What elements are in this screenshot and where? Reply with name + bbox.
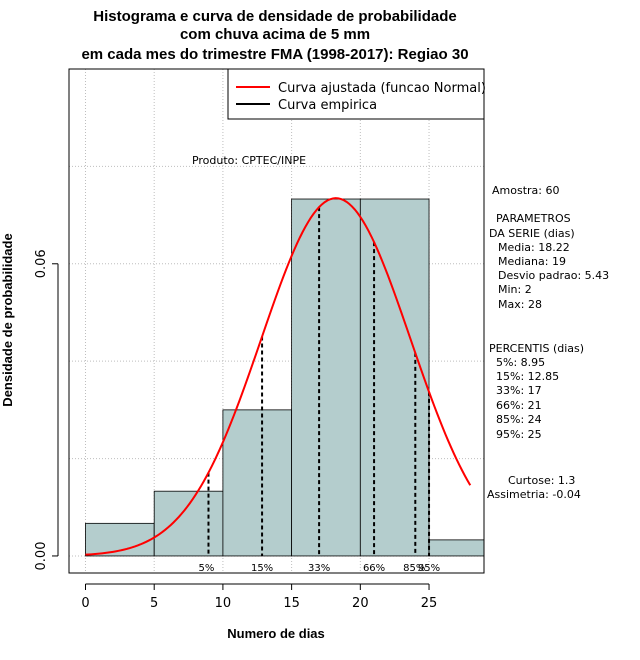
histogram-bar-5 bbox=[428, 539, 485, 557]
chart-title-line-2: com chuva acima de 5 mm bbox=[180, 26, 370, 43]
product-note: Produto: CPTEC/INPE bbox=[192, 154, 306, 167]
percentile-label-3: 66% bbox=[363, 563, 385, 574]
chart-title-line-3: em cada mes do trimestre FMA (1998-2017)… bbox=[81, 46, 468, 63]
stat-pct-title: PERCENTIS (dias) bbox=[489, 342, 584, 355]
x-tick-label-4: 20 bbox=[352, 596, 369, 611]
normal-fit-curve bbox=[85, 197, 472, 556]
stat-media: Media: 18.22 bbox=[498, 241, 570, 254]
stat-max: Max: 28 bbox=[498, 298, 542, 311]
x-tick-label-3: 15 bbox=[283, 596, 300, 611]
stat-p15: 15%: 12.85 bbox=[496, 370, 559, 383]
percentile-label-2: 33% bbox=[308, 563, 330, 574]
y-axis: 0.00 0.06 bbox=[34, 249, 59, 571]
percentile-label-1: 15% bbox=[251, 563, 273, 574]
stat-param-title-1: PARAMETROS bbox=[496, 212, 571, 225]
stat-mediana: Mediana: 19 bbox=[498, 255, 566, 268]
histogram-bar-4 bbox=[359, 198, 430, 557]
chart-title-line-1: Histograma e curva de densidade de proba… bbox=[93, 8, 456, 25]
stats-panel: Amostra: 60 PARAMETROS DA SERIE (dias) M… bbox=[487, 184, 609, 501]
legend-box bbox=[227, 68, 485, 120]
x-tick-label-5: 25 bbox=[421, 596, 438, 611]
stat-p66: 66%: 21 bbox=[496, 399, 542, 412]
histogram-bar-1 bbox=[153, 490, 224, 557]
percentile-label-5: 95% bbox=[418, 563, 440, 574]
legend: Curva ajustada (funcao Normal) Curva emp… bbox=[227, 68, 486, 120]
x-tick-label-0: 0 bbox=[81, 596, 89, 611]
y-tick-label-1: 0.06 bbox=[34, 249, 49, 278]
histogram-bar-2 bbox=[222, 409, 293, 557]
stat-amostra: Amostra: 60 bbox=[492, 184, 559, 197]
stat-p85: 85%: 24 bbox=[496, 413, 542, 426]
histogram-bar-3 bbox=[291, 198, 361, 557]
histogram-bars bbox=[85, 198, 485, 557]
stat-assimetria: Assimetria: -0.04 bbox=[487, 488, 581, 501]
x-tick-label-1: 5 bbox=[150, 596, 158, 611]
stat-p95: 95%: 25 bbox=[496, 428, 542, 441]
x-axis-label: Numero de dias bbox=[227, 626, 325, 641]
percentile-label-4: 85% bbox=[403, 563, 425, 574]
stat-min: Min: 2 bbox=[498, 283, 532, 296]
stat-p33: 33%: 17 bbox=[496, 384, 542, 397]
y-axis-label: Densidade de probabilidade bbox=[0, 233, 15, 406]
legend-label-normal: Curva ajustada (funcao Normal) bbox=[278, 81, 486, 96]
x-axis: 0 5 10 15 20 25 bbox=[81, 583, 438, 611]
stat-p5: 5%: 8.95 bbox=[496, 356, 545, 369]
y-tick-label-0: 0.00 bbox=[34, 542, 49, 571]
percentile-lines: 5% 15% 33% 66% 85%95% bbox=[199, 207, 440, 574]
stat-curtose: Curtose: 1.3 bbox=[508, 474, 575, 487]
legend-label-empirical: Curva empirica bbox=[278, 98, 377, 113]
x-tick-label-2: 10 bbox=[215, 596, 232, 611]
stat-param-title-2: DA SERIE (dias) bbox=[489, 227, 575, 240]
stat-desvio: Desvio padrao: 5.43 bbox=[498, 269, 609, 282]
percentile-label-0: 5% bbox=[199, 563, 215, 574]
